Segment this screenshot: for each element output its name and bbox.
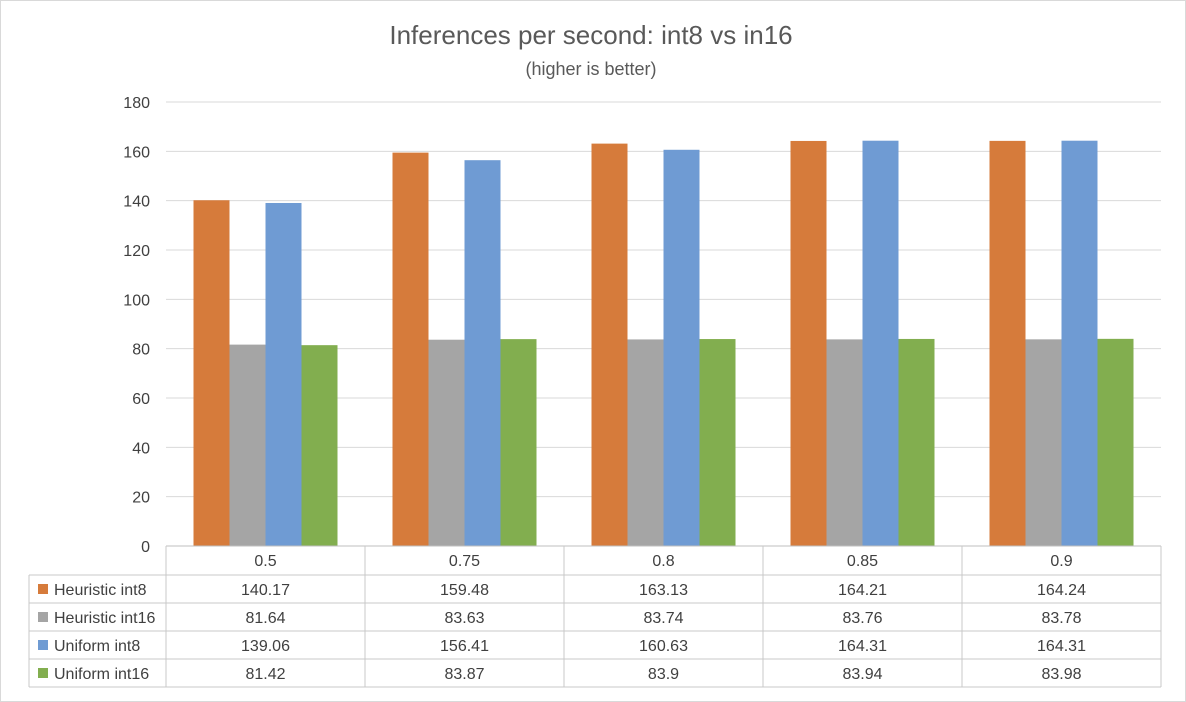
bar (826, 339, 863, 546)
bar (989, 140, 1026, 546)
data-label: 156.41 (440, 638, 489, 655)
bar (265, 202, 302, 546)
legend-label: Uniform int16 (54, 666, 149, 683)
data-label: 164.31 (1037, 638, 1086, 655)
legend-key (38, 584, 48, 594)
bar (301, 345, 338, 546)
legend-label: Uniform int8 (54, 638, 140, 655)
bar (1025, 339, 1062, 546)
chart-subtitle: (higher is better) (525, 59, 656, 79)
bar (1097, 338, 1134, 546)
bar (428, 339, 465, 546)
x-tick-label: 0.8 (652, 553, 674, 570)
legend-label: Heuristic int8 (54, 582, 147, 599)
data-label: 83.78 (1041, 610, 1081, 627)
y-tick-label: 60 (132, 391, 150, 408)
legend-key (38, 612, 48, 622)
bar (500, 339, 537, 546)
data-label: 83.9 (648, 666, 679, 683)
y-tick-label: 160 (123, 144, 150, 161)
legend-key (38, 668, 48, 678)
data-label: 164.24 (1037, 582, 1086, 599)
data-label: 83.94 (842, 666, 882, 683)
bar (898, 338, 935, 546)
bar (392, 152, 429, 546)
data-label: 83.87 (444, 666, 484, 683)
x-tick-label: 0.75 (449, 553, 480, 570)
x-tick-label: 0.85 (847, 553, 878, 570)
x-tick-label: 0.5 (254, 553, 276, 570)
bar (862, 140, 899, 546)
y-tick-label: 80 (132, 342, 150, 359)
y-tick-label: 100 (123, 292, 150, 309)
data-label: 163.13 (639, 582, 688, 599)
data-table: 0.5 0.75 0.8 0.85 0.9 Heuristic int8 140.17 159… (28, 545, 1162, 688)
data-label: 164.21 (838, 582, 887, 599)
chart-title: Inferences per second: int8 vs in16 (389, 20, 792, 50)
bar (699, 339, 736, 546)
data-label: 164.31 (838, 638, 887, 655)
data-label: 83.74 (643, 610, 683, 627)
data-label: 83.76 (842, 610, 882, 627)
data-label: 83.98 (1041, 666, 1081, 683)
data-label: 81.64 (245, 610, 285, 627)
y-tick-label: 20 (132, 490, 150, 507)
bars (193, 140, 1134, 547)
data-label: 83.63 (444, 610, 484, 627)
bar (627, 339, 664, 546)
data-label: 160.63 (639, 638, 688, 655)
x-tick-label: 0.9 (1050, 553, 1072, 570)
bar (464, 160, 501, 546)
bar (1061, 140, 1098, 546)
bar (790, 140, 827, 546)
y-tick-label: 0 (141, 539, 150, 556)
data-label: 139.06 (241, 638, 290, 655)
y-tick-label: 140 (123, 194, 150, 211)
bar (193, 200, 230, 547)
legend-key (38, 640, 48, 650)
data-label: 81.42 (245, 666, 285, 683)
bar (663, 149, 700, 546)
data-label: 159.48 (440, 582, 489, 599)
bar (229, 344, 266, 546)
y-tick-label: 180 (123, 95, 150, 112)
legend-label: Heuristic int16 (54, 610, 155, 627)
y-axis-ticks: 0 20 40 60 80 100 120 140 160 180 (123, 95, 150, 556)
bar (591, 143, 628, 546)
y-tick-label: 120 (123, 243, 150, 260)
data-label: 140.17 (241, 582, 290, 599)
y-tick-label: 40 (132, 440, 150, 457)
